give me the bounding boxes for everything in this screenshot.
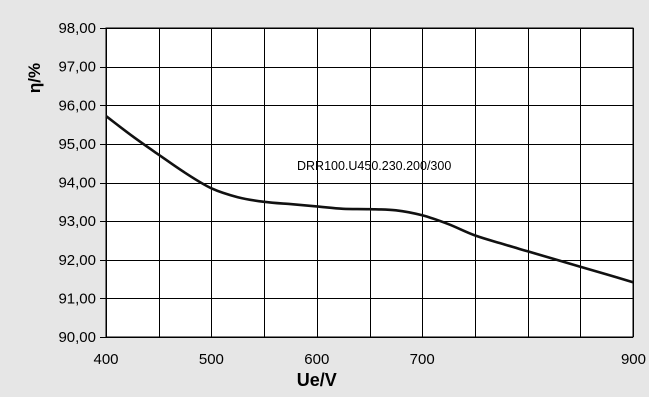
y-tick-label: 97,00 <box>58 59 96 76</box>
y-tick-label: 95,00 <box>58 136 96 153</box>
chart-annotation: DRR100.U450.230.200/300 <box>297 159 451 173</box>
plot-area <box>105 27 634 338</box>
x-axis-label: Ue/V <box>297 370 337 390</box>
grid <box>100 28 634 338</box>
y-tick-label: 94,00 <box>58 175 96 192</box>
series-line <box>105 115 634 284</box>
y-tick-label: 93,00 <box>58 213 96 230</box>
y-tick-label: 96,00 <box>58 97 96 114</box>
x-tick-label: 900 <box>621 351 646 368</box>
x-tick-label: 600 <box>304 351 329 368</box>
y-tick-label: 92,00 <box>58 252 96 269</box>
y-axis-label: η/% <box>25 63 44 93</box>
x-tick-label: 500 <box>199 351 224 368</box>
y-axis-ticks: 90,00 91,00 92,00 93,00 94,00 95,00 96,00 97,00… <box>58 20 96 346</box>
y-tick-label: 90,00 <box>58 329 96 346</box>
y-tick-label: 91,00 <box>58 290 96 307</box>
x-tick-label: 400 <box>93 351 118 368</box>
x-axis-ticks: 400 500 600 700 900 <box>93 351 646 368</box>
x-tick-label: 700 <box>410 351 435 368</box>
y-tick-label: 98,00 <box>58 20 96 37</box>
